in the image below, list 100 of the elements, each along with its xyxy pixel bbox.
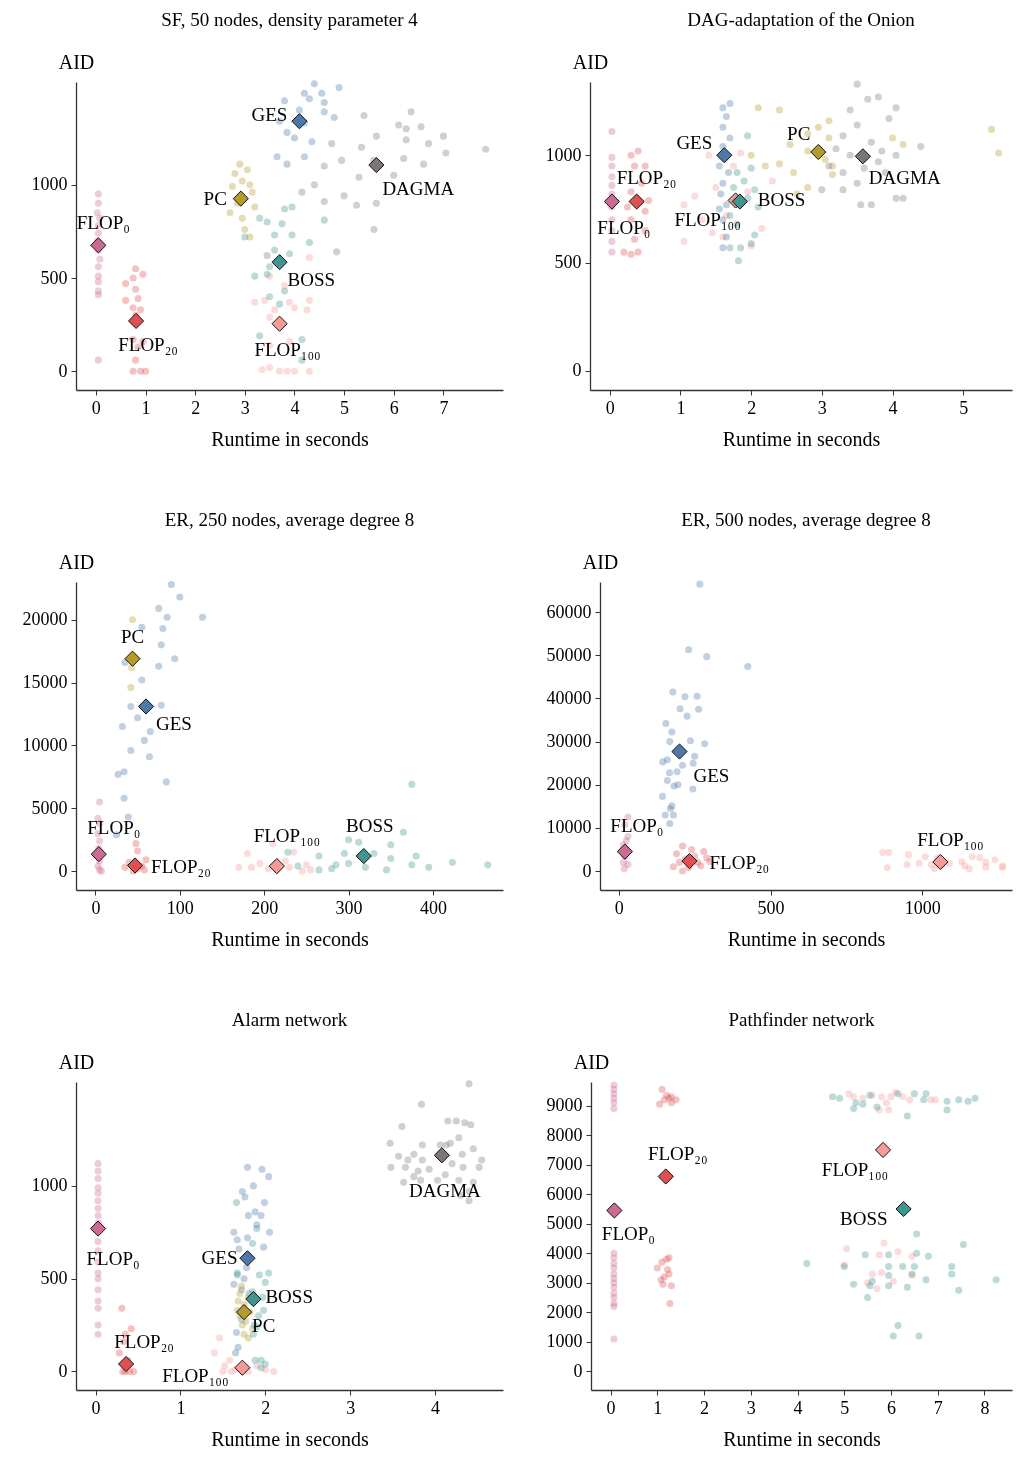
series-label: FLOP₂₀ bbox=[151, 856, 211, 878]
y-tick-label: 5000 bbox=[31, 797, 68, 818]
x-tick-label: 4 bbox=[888, 397, 898, 418]
y-tick-label: 500 bbox=[40, 1268, 68, 1289]
chart-title: Alarm network bbox=[231, 1009, 348, 1030]
y-tick-label: 1000 bbox=[545, 144, 582, 165]
series-label: FLOP₀ bbox=[597, 216, 651, 238]
x-tick-label: 0 bbox=[606, 1397, 616, 1418]
x-tick-label: 300 bbox=[335, 897, 363, 918]
series-label: FLOP₂₀ bbox=[616, 166, 677, 188]
y-tick-label: 0 bbox=[573, 1360, 583, 1381]
x-tick-label: 8 bbox=[980, 1397, 990, 1418]
series-label: GES bbox=[201, 1247, 238, 1269]
y-tick-label: 5000 bbox=[546, 1213, 583, 1234]
y-tick-label: 3000 bbox=[546, 1272, 583, 1293]
x-tick-label: 5 bbox=[340, 397, 350, 418]
y-tick-label: 1000 bbox=[31, 174, 68, 195]
y-tick-label: 50000 bbox=[546, 644, 592, 665]
x-tick-label: 1 bbox=[176, 1397, 186, 1418]
x-tick-label: 1 bbox=[653, 1397, 663, 1418]
x-axis-title: Runtime in seconds bbox=[211, 927, 370, 950]
series-label: DAGMA bbox=[408, 1180, 482, 1202]
x-tick-label: 2 bbox=[191, 397, 201, 418]
x-tick-label: 6 bbox=[886, 1397, 896, 1418]
x-tick-label: 0 bbox=[614, 897, 624, 918]
x-tick-label: 4 bbox=[793, 1397, 803, 1418]
y-tick-label: 60000 bbox=[546, 601, 592, 622]
x-tick-label: 0 bbox=[91, 1397, 101, 1418]
x-tick-label: 3 bbox=[817, 397, 827, 418]
series-label: PC bbox=[120, 625, 145, 647]
x-tick-label: 4 bbox=[290, 397, 300, 418]
x-tick-label: 6 bbox=[389, 397, 399, 418]
x-tick-label: 5 bbox=[959, 397, 969, 418]
x-tick-label: 1 bbox=[676, 397, 686, 418]
chart-title: DAG-adaptation of the Onion bbox=[687, 9, 916, 30]
series-label: FLOP₁₀₀ bbox=[917, 828, 984, 850]
series-label: FLOP₀ bbox=[87, 817, 141, 839]
y-tick-label: 15000 bbox=[22, 672, 68, 693]
x-tick-label: 3 bbox=[746, 1397, 756, 1418]
series-label: PC bbox=[252, 1315, 276, 1337]
x-tick-label: 2 bbox=[700, 1397, 710, 1418]
y-axis-title: AID bbox=[572, 50, 609, 73]
y-axis-title: AID bbox=[58, 1050, 95, 1073]
series-label: DAGMA bbox=[868, 167, 941, 189]
y-tick-label: 10000 bbox=[22, 734, 68, 755]
series-label: BOSS bbox=[840, 1207, 888, 1229]
y-tick-label: 2000 bbox=[546, 1301, 583, 1322]
y-tick-label: 500 bbox=[554, 252, 582, 273]
x-tick-label: 7 bbox=[439, 397, 449, 418]
y-tick-label: 0 bbox=[572, 360, 582, 381]
chart-title: ER, 500 nodes, average degree 8 bbox=[681, 509, 931, 530]
series-label: FLOP₂₀ bbox=[647, 1143, 708, 1165]
series-label: FLOP₁₀₀ bbox=[821, 1158, 889, 1180]
y-tick-label: 20000 bbox=[22, 609, 68, 630]
x-tick-label: 500 bbox=[757, 897, 785, 918]
y-tick-label: 8000 bbox=[546, 1124, 583, 1145]
series-label: FLOP₀ bbox=[610, 814, 664, 836]
y-axis-title: AID bbox=[573, 1050, 610, 1073]
x-tick-label: 7 bbox=[933, 1397, 943, 1418]
y-tick-label: 1000 bbox=[546, 1331, 583, 1352]
series-label: BOSS bbox=[265, 1286, 313, 1308]
y-tick-label: 30000 bbox=[546, 731, 592, 752]
y-tick-label: 40000 bbox=[546, 687, 592, 708]
y-tick-label: 1000 bbox=[31, 1175, 68, 1196]
y-tick-label: 10000 bbox=[546, 817, 592, 838]
x-tick-label: 0 bbox=[605, 397, 615, 418]
x-tick-label: 5 bbox=[840, 1397, 850, 1418]
y-tick-label: 20000 bbox=[546, 774, 592, 795]
series-label: FLOP₂₀ bbox=[709, 852, 770, 874]
x-axis-title: Runtime in seconds bbox=[727, 927, 886, 950]
y-axis-title: AID bbox=[58, 550, 95, 573]
y-tick-label: 7000 bbox=[546, 1154, 583, 1175]
y-tick-label: 0 bbox=[58, 1360, 68, 1381]
series-label: FLOP₂₀ bbox=[114, 1331, 174, 1353]
x-tick-label: 1000 bbox=[904, 897, 941, 918]
x-tick-label: 400 bbox=[419, 897, 447, 918]
y-tick-label: 0 bbox=[58, 860, 68, 881]
y-tick-label: 0 bbox=[582, 860, 592, 881]
chart-title: Pathfinder network bbox=[728, 1009, 876, 1030]
y-axis-title: AID bbox=[58, 50, 95, 73]
y-tick-label: 6000 bbox=[546, 1183, 583, 1204]
chart-title: SF, 50 nodes, density parameter 4 bbox=[161, 9, 419, 30]
series-label: GES bbox=[251, 104, 288, 126]
series-label: FLOP₀ bbox=[86, 1247, 140, 1269]
series-label: FLOP₂₀ bbox=[118, 333, 178, 355]
x-axis-title: Runtime in seconds bbox=[722, 427, 881, 450]
x-tick-label: 200 bbox=[251, 897, 279, 918]
series-label: BOSS bbox=[757, 188, 806, 210]
y-tick-label: 9000 bbox=[546, 1095, 583, 1116]
series-label: FLOP₁₀₀ bbox=[162, 1364, 229, 1386]
series-label: PC bbox=[787, 123, 811, 144]
series-label: FLOP₁₀₀ bbox=[253, 825, 321, 847]
y-tick-label: 4000 bbox=[546, 1242, 583, 1263]
series-label: FLOP₁₀₀ bbox=[674, 209, 741, 231]
series-label: GES bbox=[156, 713, 192, 735]
chart-title: ER, 250 nodes, average degree 8 bbox=[164, 509, 415, 530]
x-tick-label: 0 bbox=[91, 897, 101, 918]
series-label: FLOP₁₀₀ bbox=[254, 338, 321, 360]
x-tick-label: 2 bbox=[747, 397, 757, 418]
y-tick-label: 500 bbox=[40, 267, 68, 288]
